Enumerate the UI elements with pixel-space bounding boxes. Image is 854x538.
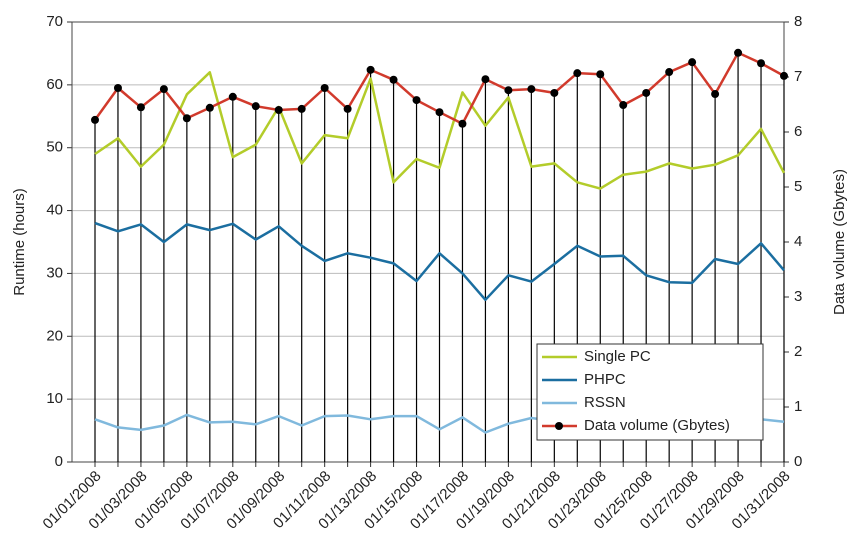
legend-marker bbox=[555, 422, 563, 430]
point bbox=[205, 103, 214, 112]
series-line bbox=[94, 221, 785, 302]
point bbox=[274, 106, 283, 114]
point bbox=[136, 103, 145, 112]
y2-tick-label: 6 bbox=[794, 123, 802, 140]
point bbox=[757, 59, 766, 68]
y-tick-label: 70 bbox=[46, 13, 63, 30]
y2-tick-label: 4 bbox=[794, 233, 802, 250]
y-tick-label: 20 bbox=[46, 327, 63, 344]
point bbox=[251, 102, 260, 111]
point bbox=[458, 119, 467, 128]
point bbox=[527, 85, 536, 94]
point bbox=[504, 86, 513, 95]
y-tick-label: 30 bbox=[46, 264, 63, 281]
point bbox=[642, 88, 651, 97]
point bbox=[711, 90, 720, 99]
point bbox=[665, 68, 674, 77]
point bbox=[412, 96, 421, 105]
point bbox=[573, 69, 582, 78]
y2-tick-label: 1 bbox=[794, 398, 802, 415]
point bbox=[596, 70, 605, 79]
y2-tick-label: 7 bbox=[794, 68, 802, 85]
y2-tick-label: 3 bbox=[794, 288, 802, 305]
y-tick-label: 10 bbox=[46, 390, 63, 407]
legend-label: Single PC bbox=[584, 348, 651, 365]
y-tick-label: 0 bbox=[55, 453, 63, 470]
legend-box bbox=[536, 343, 764, 441]
point bbox=[182, 114, 191, 123]
point bbox=[343, 104, 352, 113]
y2-tick-label: 2 bbox=[794, 343, 802, 360]
point bbox=[481, 75, 490, 84]
y2-tick-label: 0 bbox=[794, 453, 802, 470]
legend-label: RSSN bbox=[584, 394, 626, 411]
y-tick-label: 40 bbox=[46, 202, 63, 219]
point bbox=[159, 85, 168, 94]
point bbox=[91, 115, 99, 124]
point bbox=[366, 65, 375, 74]
point bbox=[297, 104, 306, 113]
point bbox=[780, 71, 788, 80]
point bbox=[320, 84, 329, 92]
point bbox=[389, 75, 398, 84]
point bbox=[619, 101, 628, 110]
legend-label: PHPC bbox=[584, 371, 626, 388]
y-tick-label: 60 bbox=[46, 76, 63, 93]
point bbox=[228, 92, 237, 101]
series-line bbox=[94, 71, 786, 190]
point bbox=[550, 88, 559, 97]
y2-tick-label: 8 bbox=[794, 13, 802, 30]
y-axis-label: Runtime (hours) bbox=[11, 188, 28, 296]
legend-label: Data volume (Gbytes) bbox=[584, 417, 730, 434]
point bbox=[688, 58, 697, 67]
point bbox=[734, 48, 743, 57]
y2-tick-label: 5 bbox=[794, 178, 802, 195]
y-tick-label: 50 bbox=[46, 139, 63, 156]
y2-axis-label: Data volume (Gbytes) bbox=[831, 169, 848, 315]
point bbox=[113, 84, 122, 92]
point bbox=[435, 108, 444, 117]
